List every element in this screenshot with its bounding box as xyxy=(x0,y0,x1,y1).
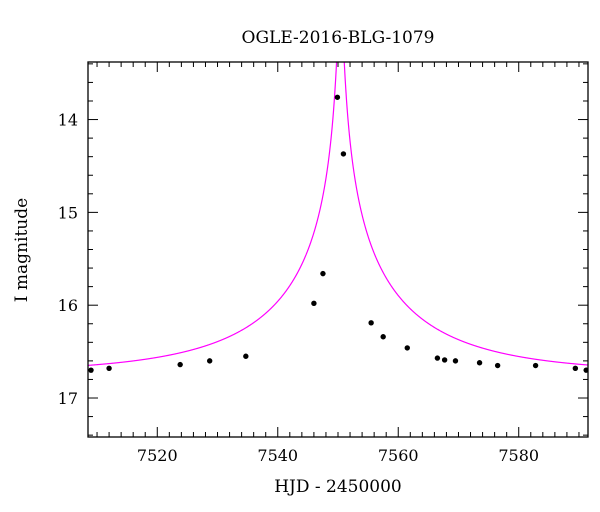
y-tick-label: 17 xyxy=(58,389,78,408)
data-point xyxy=(583,367,588,373)
data-point xyxy=(177,361,183,368)
data-point xyxy=(340,151,347,157)
x-tick-label: 7580 xyxy=(498,446,539,465)
data-point xyxy=(476,360,483,366)
y-tick-label: 14 xyxy=(58,111,78,130)
data-point xyxy=(106,365,112,372)
chart-title: OGLE-2016-BLG-1079 xyxy=(242,28,435,48)
data-point xyxy=(441,357,448,363)
data-points xyxy=(88,94,588,373)
data-point xyxy=(494,362,501,369)
x-tick-label: 7540 xyxy=(257,446,298,465)
axis-ticks xyxy=(88,62,588,437)
data-point xyxy=(311,300,317,307)
y-axis-label: I magnitude xyxy=(12,198,32,302)
x-axis-label: HJD - 2450000 xyxy=(274,477,402,497)
plot-area xyxy=(87,61,589,438)
data-point xyxy=(88,367,94,373)
x-tick-label: 7520 xyxy=(137,446,178,465)
data-point xyxy=(572,365,579,372)
plot-frame xyxy=(87,61,589,438)
model-curve xyxy=(88,62,588,366)
data-point xyxy=(404,345,410,351)
data-point xyxy=(380,334,386,340)
data-point xyxy=(532,362,539,369)
y-tick-label: 15 xyxy=(58,203,78,222)
data-point xyxy=(368,320,374,326)
data-point xyxy=(434,355,441,361)
data-point xyxy=(320,270,326,277)
y-tick-labels: 14 15 16 17 xyxy=(58,111,78,408)
data-point xyxy=(452,358,459,364)
y-tick-label: 16 xyxy=(58,296,78,315)
x-tick-labels: 7520 7540 7560 7580 xyxy=(137,446,539,465)
data-point xyxy=(334,94,341,100)
data-point xyxy=(243,353,249,359)
x-tick-label: 7560 xyxy=(378,446,419,465)
data-point xyxy=(206,358,213,364)
